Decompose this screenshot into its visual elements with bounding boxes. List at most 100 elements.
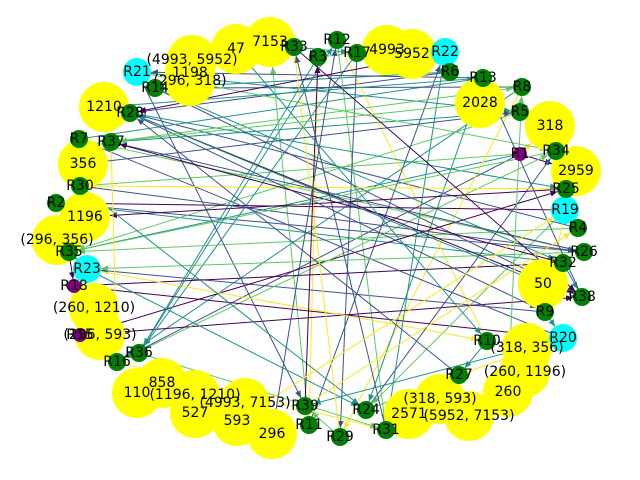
node-R32: [554, 254, 572, 272]
node-label-R9: R9: [536, 304, 555, 320]
edge-R30-R26: [79, 185, 576, 253]
node-label-260_1210: (260, 1210): [53, 300, 135, 316]
node-label-R19: R19: [551, 202, 579, 218]
node-label-2571: 2571: [391, 406, 427, 422]
edge-R23-R24: [86, 268, 359, 407]
node-label-R38: R38: [568, 289, 596, 305]
edge-356-R5: [82, 110, 512, 165]
edge-R31-R22: [385, 65, 445, 431]
edge-R19-R2: [64, 200, 566, 211]
node-label-R25: R25: [552, 181, 580, 197]
edge-2028-R37: [119, 102, 481, 144]
edge-R36-R12: [138, 47, 333, 354]
node-label-R10: R10: [473, 333, 501, 349]
edge-R1-R35: [77, 153, 521, 252]
node-1210: [79, 82, 129, 132]
node-R27: [450, 366, 468, 384]
node-label-296: 296: [259, 426, 286, 442]
edge-1210-R13: [103, 76, 475, 108]
edge-layer: [54, 39, 585, 438]
node-R20: [549, 324, 577, 352]
node-label-R39: R39: [291, 398, 319, 414]
edge-R39-R3: [304, 65, 321, 407]
node-R13: [474, 69, 492, 87]
node-label-R21: R21: [123, 64, 151, 80]
edge-296-R12: [271, 48, 338, 435]
node-label-2028: 2028: [462, 95, 498, 111]
node-527: [170, 388, 220, 438]
node-R39: [296, 397, 314, 415]
node-label-527: 527: [182, 405, 209, 421]
edge-R12-R31: [336, 39, 387, 422]
edge-R10-R12: [340, 47, 488, 342]
node-label-R27: R27: [445, 367, 473, 383]
node-label-R20: R20: [549, 330, 577, 346]
edge-R39-R4: [304, 232, 571, 407]
node-label-318: 318: [537, 118, 564, 134]
node-R9: [536, 303, 554, 321]
node-R12: [328, 31, 346, 49]
node-label-R13: R13: [469, 70, 497, 86]
node-label-296_356: (296, 356): [20, 232, 93, 248]
node-label-260_1196: (260, 1196): [484, 364, 566, 380]
node-318: [525, 101, 575, 151]
node-R10: [478, 332, 496, 350]
node-label-R16: R16: [103, 354, 131, 370]
edge-R27-R28: [136, 118, 460, 376]
node-label-R35: R35: [55, 244, 83, 260]
node-label-R6: R6: [441, 64, 460, 80]
node-R38: [573, 288, 591, 306]
node-label-47: 47: [227, 41, 245, 57]
node-label-1196_1210: (1196, 1210): [149, 387, 240, 403]
node-R37: [102, 133, 120, 151]
node-label-R32: R32: [549, 255, 577, 271]
node-R29: [331, 428, 349, 446]
node-label-R17: R17: [343, 45, 371, 61]
edge-R13-R24: [368, 77, 484, 402]
edge-R23-R10: [86, 268, 479, 342]
node-label-7153: 7153: [252, 34, 288, 50]
node-label-R14: R14: [141, 80, 169, 96]
node-R21: [123, 58, 151, 86]
node-296_593: [75, 310, 125, 360]
node-label-4993_7153: (4993, 7153): [199, 395, 290, 411]
edge-R29-R33: [292, 55, 341, 438]
node-label-50: 50: [534, 276, 552, 292]
node-label-858: 858: [149, 375, 176, 391]
node-5952_7153: [444, 391, 494, 441]
node-label-2959: 2959: [558, 163, 594, 179]
node-label-R29: R29: [326, 429, 354, 445]
edge-47-R10: [235, 48, 482, 335]
node-R7: [70, 130, 88, 148]
node-R35: [60, 243, 78, 261]
node-356: [58, 139, 108, 189]
node-label-R36: R36: [125, 345, 153, 361]
node-R34: [547, 142, 565, 160]
node-label-R28: R28: [116, 105, 144, 121]
node-label-R2: R2: [47, 195, 66, 211]
edge-R3-R11: [306, 56, 319, 417]
node-label-R22: R22: [431, 44, 459, 60]
edge-R28-R25: [129, 112, 558, 190]
edge-R16-R34: [116, 154, 549, 363]
edge-R20-R7: [87, 141, 564, 339]
node-R36: [130, 344, 148, 362]
node-label-R26: R26: [570, 244, 598, 260]
node-label-5952: 5952: [394, 46, 430, 62]
edge-593-R19: [236, 217, 554, 422]
node-label-R30: R30: [66, 178, 94, 194]
edge-R17-R29: [337, 52, 358, 429]
edge-R5-R35: [77, 111, 521, 251]
edge-R18-R20: [73, 285, 550, 339]
edge-R32-R37: [119, 143, 564, 264]
node-label-R7: R7: [70, 131, 89, 147]
node-label-R31: R31: [372, 422, 400, 438]
edge-R1-R30: [88, 153, 521, 188]
node-2028: [455, 78, 505, 128]
node-label-R12: R12: [323, 32, 351, 48]
node-R18: [67, 279, 81, 293]
node-R6: [441, 63, 459, 81]
edge-R18-R32: [73, 260, 555, 287]
node-label-R15: R15: [66, 327, 94, 343]
